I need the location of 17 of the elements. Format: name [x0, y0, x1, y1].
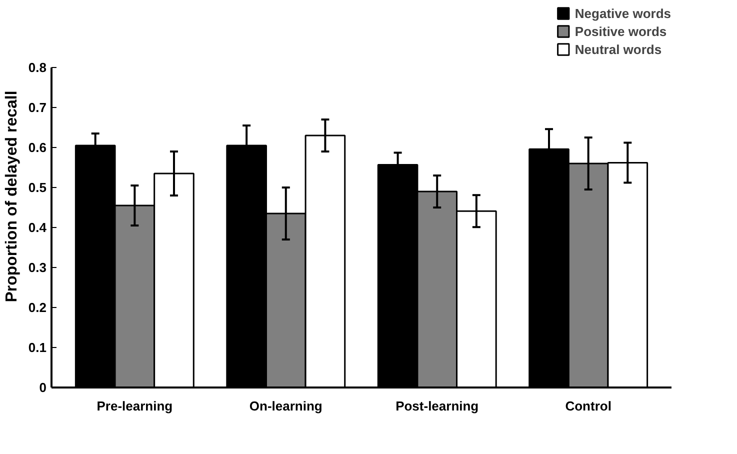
y-tick-label: 0.6 — [28, 140, 47, 155]
legend-label: Neutral words — [574, 41, 662, 57]
y-tick-label: 0.1 — [28, 340, 47, 355]
x-tick-label: Control — [565, 398, 612, 414]
y-tick-label: 0.2 — [28, 300, 47, 315]
y-axis-title: Proportion of delayed recall — [3, 90, 20, 302]
y-tick-label: 0.8 — [28, 60, 47, 75]
y-tick-label: 0 — [39, 380, 47, 395]
x-tick-label: Post-learning — [396, 398, 479, 414]
y-tick-label: 0.7 — [28, 100, 47, 115]
x-tick-label: Pre-learning — [96, 398, 173, 414]
y-tick-label: 0.3 — [28, 260, 47, 275]
legend-label: Negative words — [574, 5, 671, 21]
x-tick-label: On-learning — [249, 398, 322, 414]
y-tick-label: 0.4 — [28, 220, 48, 235]
y-tick-label: 0.5 — [28, 180, 47, 195]
legend-label: Positive words — [574, 23, 667, 39]
